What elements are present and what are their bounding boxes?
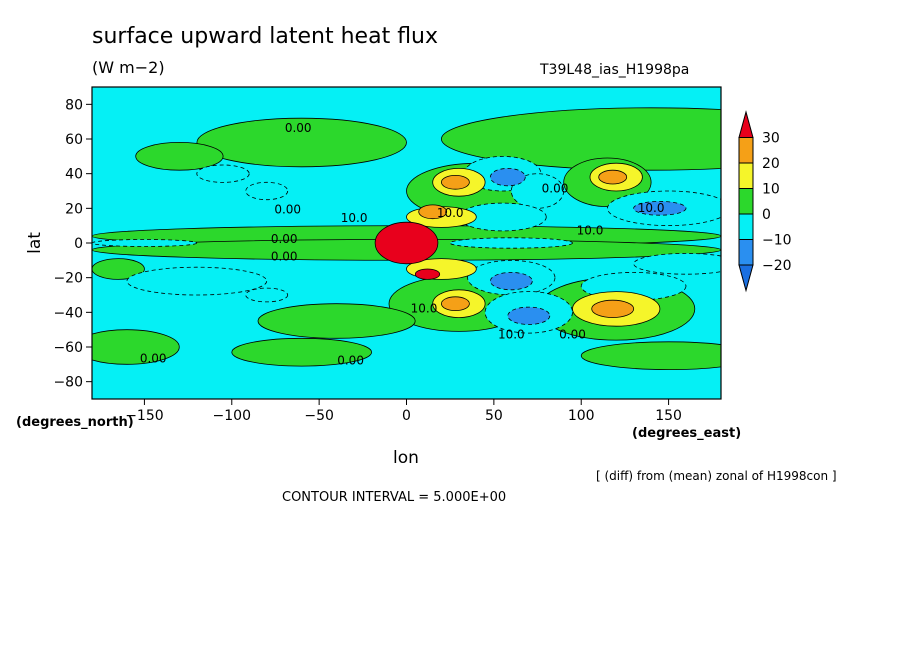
contour-region-41	[196, 164, 250, 183]
contour-label-1: 0.00	[274, 203, 301, 217]
colorbar-band-3	[738, 188, 754, 215]
chart-title: surface upward latent heat flux	[92, 24, 439, 49]
x-axis: −150 −100 −50 0 50 100 150	[125, 399, 682, 424]
contour-label-4: 10.0	[341, 211, 368, 225]
contour-label-3: 0.00	[271, 249, 298, 263]
contour-label-7: 0.00	[542, 182, 569, 196]
contour-region-17	[580, 341, 721, 370]
contour-region-14	[257, 303, 416, 339]
contour-region-16	[231, 337, 373, 367]
colorbar-level-2: 10	[762, 182, 780, 198]
colorbar-level-5: −20	[762, 258, 792, 274]
colorbar-level-1: 20	[762, 156, 780, 172]
contour-label-10: 10.0	[577, 223, 604, 237]
colorbar-level-3: 0	[762, 207, 771, 223]
contour-region-29	[510, 173, 565, 209]
contour-label-2: 0.00	[271, 232, 298, 246]
contour-region-0	[441, 107, 721, 171]
contour-label-13: 10.0	[638, 201, 665, 215]
y-tick-label-0: −80	[53, 375, 83, 391]
y-tick-label-1: −60	[53, 340, 83, 356]
y-tick-label-2: −40	[53, 305, 83, 321]
contour-region-13	[591, 299, 635, 318]
contour-region-44	[92, 239, 198, 247]
contour-label-5: 0.00	[140, 352, 167, 366]
x-tick-label-0: −150	[125, 408, 163, 424]
run-id-label: T39L48_ias_H1998pa	[540, 62, 690, 78]
contour-region-42	[245, 181, 289, 201]
contour-region-7	[598, 169, 628, 185]
colorbar-bottom-arrow	[738, 264, 754, 293]
x-unit-label: (degrees_east)	[632, 426, 742, 441]
x-tick-label-5: 100	[568, 408, 595, 424]
x-tick-label-1: −100	[213, 408, 251, 424]
x-tick-label-4: 50	[485, 408, 503, 424]
colorbar-top-arrow	[738, 110, 754, 138]
x-tick-label-2: −50	[304, 408, 334, 424]
colorbar-band-4	[738, 213, 754, 240]
y-axis: −80 −60 −40 −20 0 20 40 60 80	[53, 97, 92, 391]
contour-region-18	[135, 142, 224, 171]
contour-label-6: 0.00	[337, 353, 364, 367]
colorbar-band-1	[738, 137, 754, 164]
contour-region-39	[126, 266, 268, 296]
contour-fill-layer	[92, 107, 721, 370]
contour-region-36	[633, 201, 687, 216]
contour-region-25	[414, 268, 441, 280]
chart-units: (W m−2)	[92, 58, 165, 77]
contour-region-15	[92, 329, 180, 365]
contour-label-8: 10.0	[411, 301, 438, 315]
contour-region-19	[92, 258, 145, 280]
y-tick-label-8: 80	[65, 97, 83, 113]
contour-region-40	[245, 287, 289, 303]
contour-region-32	[489, 271, 533, 291]
y-axis-label: lat	[25, 232, 45, 254]
contour-region-26	[374, 221, 439, 265]
contour-label-11: 10.0	[498, 327, 525, 341]
colorbar-level-0: 30	[762, 131, 780, 147]
y-tick-label-5: 20	[65, 201, 83, 217]
contour-region-10	[440, 296, 470, 312]
colorbar-band-2	[738, 162, 754, 189]
contour-region-4	[440, 175, 470, 190]
contour-label-12: 0.00	[559, 327, 586, 341]
colorbar-band-5	[738, 239, 754, 266]
contour-label-0: 0.00	[285, 121, 312, 135]
x-axis-label: lon	[393, 448, 419, 468]
x-tick-label-6: 150	[655, 408, 682, 424]
contour-label-layer: 0.00 0.00 0.00 0.00 10.0 0.00 0.00 0.00 10.0 10.0…	[140, 121, 665, 367]
contour-region-43	[449, 237, 573, 249]
contour-region-34	[507, 306, 551, 325]
y-tick-label-4: 0	[74, 236, 83, 252]
contour-label-9: 10.0	[437, 206, 464, 220]
y-unit-label: (degrees_north)	[16, 415, 134, 430]
colorbar: 30 20 10 0 −10 −20	[738, 110, 792, 293]
contour-region-28	[489, 168, 526, 187]
contour-interval-label: CONTOUR INTERVAL = 5.000E+00	[282, 490, 507, 505]
y-tick-label-7: 60	[65, 132, 83, 148]
contour-region-38	[633, 253, 721, 275]
x-tick-label-3: 0	[402, 408, 411, 424]
diff-note: [ (diff) from (mean) zonal of H1998con ]	[596, 469, 837, 483]
contour-region-23	[418, 204, 448, 220]
y-tick-label-3: −20	[53, 271, 83, 287]
contour-region-1	[196, 117, 407, 168]
y-tick-label-6: 40	[65, 167, 83, 183]
colorbar-level-4: −10	[762, 233, 792, 249]
contour-region-30	[458, 202, 547, 232]
